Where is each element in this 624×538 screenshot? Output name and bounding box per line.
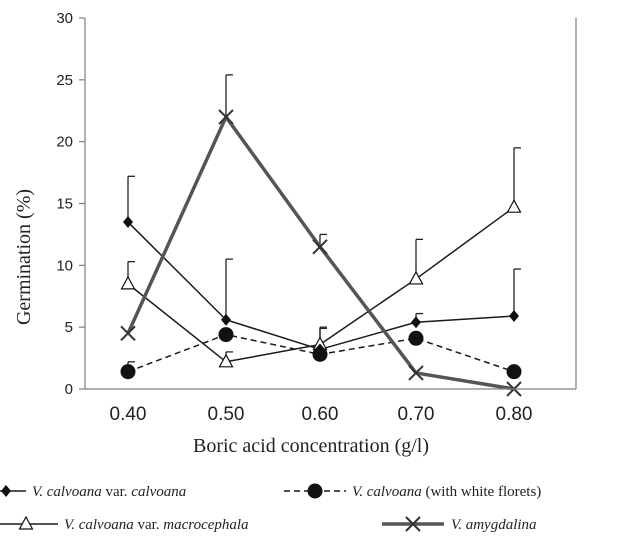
data-point	[120, 325, 136, 342]
data-point	[509, 310, 519, 323]
legend-label: V. calvoana var. macrocephala	[64, 517, 249, 533]
legend-label: V. amygdalina	[451, 517, 537, 533]
legend-marker	[1, 485, 11, 497]
y-tick-label: 15	[56, 196, 73, 213]
data-point	[123, 216, 133, 229]
legend-label-part: V. calvoana	[352, 484, 422, 500]
legend-label-part: macrocephala	[163, 517, 248, 533]
data-point	[120, 275, 136, 290]
legend-label-part: var.	[134, 517, 164, 533]
legend-entry: V. amygdalina	[382, 516, 537, 533]
x-axis-title: Boric acid concentration (g/l)	[193, 435, 429, 457]
legend: V. calvoana var. calvoana V. calvoana (wi…	[0, 483, 541, 533]
legend-label-part: (with white florets)	[422, 484, 542, 500]
data-point	[120, 364, 136, 380]
data-point	[408, 270, 424, 285]
data-point	[221, 313, 231, 326]
legend-label-part: V. calvoana	[64, 517, 134, 533]
x-tick-label: 0.70	[398, 404, 435, 425]
legend-marker	[307, 483, 323, 499]
error-bar	[513, 147, 521, 208]
y-tick-label: 5	[65, 319, 73, 336]
legend-marker	[405, 516, 421, 532]
data-point	[218, 327, 234, 343]
legend-entry: V. calvoana var. calvoana	[0, 484, 186, 500]
y-axis-title: Germination (%)	[13, 189, 35, 325]
data-point	[408, 365, 424, 381]
axes: 0 5 10 15 20 25 30 0.40 0.50 0.60 0.70 0.80	[56, 10, 577, 425]
y-tick-label: 30	[56, 10, 73, 27]
y-tick-label: 25	[56, 72, 73, 89]
error-bar	[513, 268, 521, 317]
data-point	[312, 239, 328, 255]
legend-marker	[18, 515, 34, 530]
legend-entry: V. calvoana (with white florets)	[284, 483, 541, 500]
legend-label-part: var.	[102, 484, 132, 500]
data-point	[218, 109, 234, 125]
legend-label: V. calvoana (with white florets)	[352, 484, 541, 500]
y-tick-label: 0	[65, 381, 73, 398]
data-point	[312, 346, 328, 362]
error-bars	[127, 74, 521, 372]
x-tick-label: 0.40	[110, 404, 147, 425]
legend-label-part: calvoana	[131, 484, 186, 500]
data-markers	[120, 109, 522, 397]
error-bar	[225, 74, 233, 117]
error-bar	[127, 175, 135, 223]
error-bar	[225, 258, 233, 320]
x-tick-label: 0.50	[208, 404, 245, 425]
data-point	[506, 198, 522, 213]
data-point	[408, 330, 424, 346]
data-point	[506, 364, 522, 380]
data-point	[218, 353, 234, 368]
legend-entry: V. calvoana var. macrocephala	[0, 515, 249, 533]
y-tick-label: 20	[56, 134, 73, 151]
x-tick-label: 0.60	[302, 404, 339, 425]
legend-label: V. calvoana var. calvoana	[32, 484, 186, 500]
x-tick-label: 0.80	[496, 404, 533, 425]
legend-label-part: V. amygdalina	[451, 517, 537, 533]
data-point	[411, 316, 421, 329]
legend-label-part: V. calvoana	[32, 484, 102, 500]
y-tick-label: 10	[56, 257, 73, 274]
